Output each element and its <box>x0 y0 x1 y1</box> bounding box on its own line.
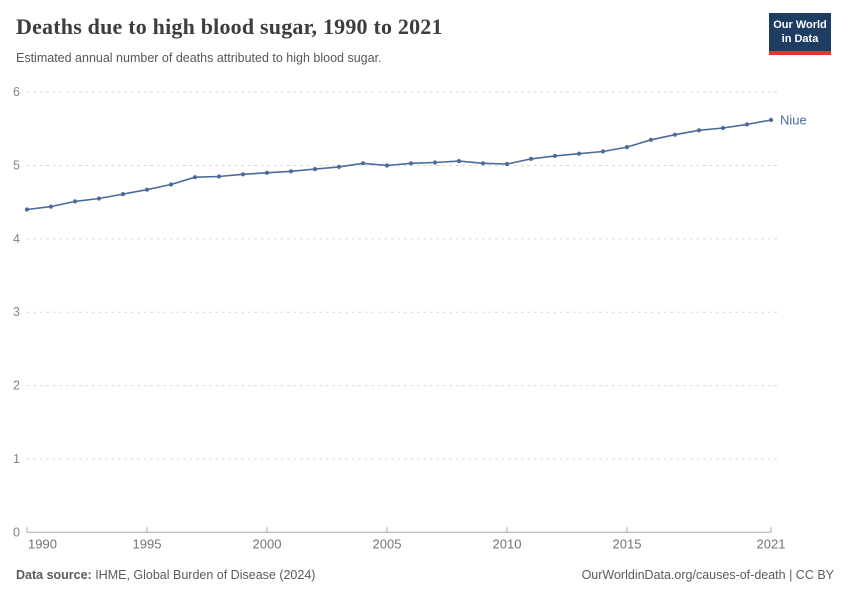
data-point[interactable] <box>216 174 222 179</box>
chart-footer: Data source: IHME, Global Burden of Dise… <box>16 568 834 582</box>
y-axis-tick-labels: 0 1 2 3 4 5 6 <box>13 85 20 539</box>
x-tick-label: 1995 <box>133 536 162 551</box>
y-tick-label: 4 <box>13 232 20 246</box>
x-tick-label: 2015 <box>613 536 642 551</box>
data-point[interactable] <box>504 161 510 167</box>
owid-logo-line1: Our World <box>773 19 827 31</box>
series-niue: Niue <box>24 112 807 212</box>
owid-logo-line2: in Data <box>781 33 819 46</box>
data-point[interactable] <box>96 196 102 201</box>
owid-logo[interactable]: Our World in Data <box>769 13 831 55</box>
data-point[interactable] <box>720 125 726 131</box>
data-point[interactable] <box>408 161 414 166</box>
data-point[interactable] <box>192 175 198 180</box>
data-source-label: Data source: <box>16 568 92 582</box>
y-tick-label: 3 <box>13 305 20 319</box>
x-tick-label: 2000 <box>253 536 282 551</box>
x-axis-tick-labels: 1990 1995 2000 2005 2010 2015 2021 <box>28 536 785 551</box>
x-axis <box>26 527 772 533</box>
y-tick-label: 1 <box>13 452 20 466</box>
x-tick-label: 2005 <box>373 536 402 551</box>
data-point[interactable] <box>360 161 366 166</box>
data-point[interactable] <box>576 151 582 156</box>
data-point[interactable] <box>768 117 774 123</box>
x-tick-label: 2021 <box>757 536 786 551</box>
y-tick-label: 0 <box>13 525 20 539</box>
data-point[interactable] <box>240 172 246 177</box>
data-point[interactable] <box>744 122 750 127</box>
data-point[interactable] <box>168 182 174 187</box>
data-point[interactable] <box>48 204 54 209</box>
data-point[interactable] <box>624 145 630 150</box>
y-tick-label: 6 <box>13 85 20 99</box>
data-point[interactable] <box>24 207 30 212</box>
data-point[interactable] <box>600 149 606 154</box>
chart-title: Deaths due to high blood sugar, 1990 to … <box>16 14 443 39</box>
data-point[interactable] <box>144 187 150 192</box>
x-tick-label: 2010 <box>493 536 522 551</box>
data-point[interactable] <box>528 156 534 161</box>
data-point[interactable] <box>480 161 486 166</box>
data-point[interactable] <box>72 199 78 204</box>
data-point[interactable] <box>456 159 462 164</box>
data-point[interactable] <box>384 163 390 168</box>
owid-citation-link[interactable]: OurWorldinData.org/causes-of-death | CC … <box>581 568 834 582</box>
data-point[interactable] <box>552 153 558 158</box>
data-point[interactable] <box>288 169 294 174</box>
x-tick-label: 1990 <box>28 536 57 551</box>
series-end-label[interactable]: Niue <box>780 112 807 127</box>
data-source-text: IHME, Global Burden of Disease (2024) <box>91 568 316 582</box>
data-point[interactable] <box>432 160 438 165</box>
data-point[interactable] <box>264 170 270 175</box>
data-point[interactable] <box>120 192 126 197</box>
y-tick-label: 5 <box>13 158 20 172</box>
y-tick-label: 2 <box>13 379 20 393</box>
data-source-note: Data source: IHME, Global Burden of Dise… <box>16 568 315 582</box>
data-point[interactable] <box>696 128 702 133</box>
data-point[interactable] <box>672 132 678 137</box>
data-point[interactable] <box>336 164 342 169</box>
data-point[interactable] <box>312 167 318 172</box>
series-line[interactable] <box>26 119 772 211</box>
chart-subtitle: Estimated annual number of deaths attrib… <box>16 51 382 65</box>
y-gridlines <box>27 91 781 460</box>
data-point[interactable] <box>648 137 654 142</box>
